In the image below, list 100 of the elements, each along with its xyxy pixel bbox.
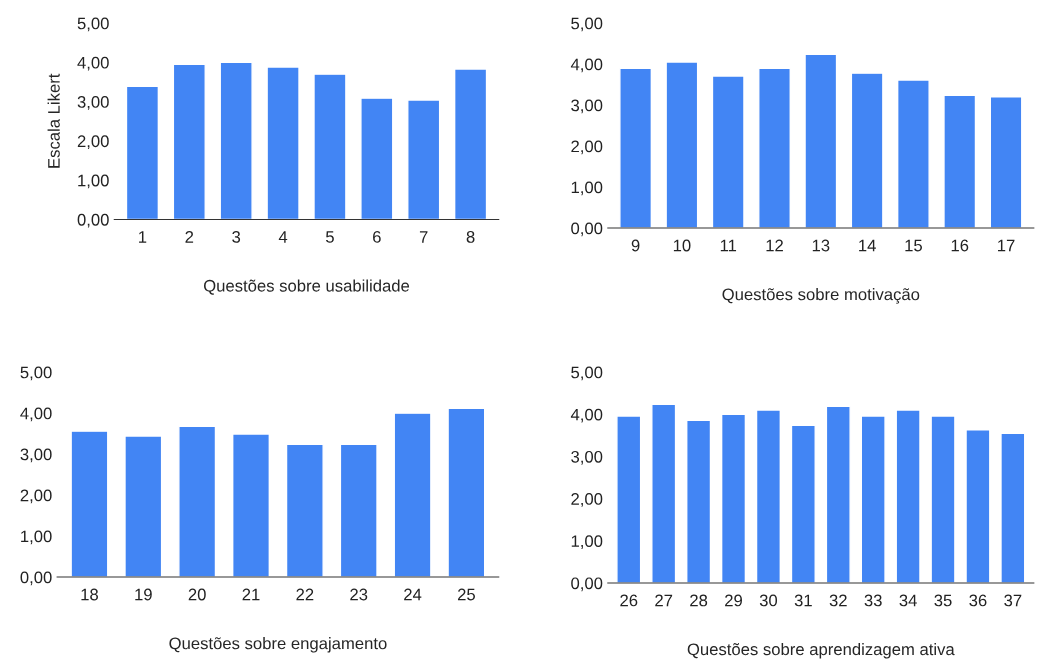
bar — [651, 403, 677, 583]
bar — [407, 99, 441, 220]
x-tick-label: 5 — [325, 231, 334, 243]
x-tick-label: 12 — [766, 239, 783, 252]
y-tick-label: 4,00 — [570, 408, 603, 423]
y-tick-label: 4,00 — [20, 407, 52, 422]
x-tick-label: 30 — [759, 594, 778, 607]
bar — [313, 73, 347, 220]
bar — [616, 415, 642, 583]
bar — [989, 96, 1023, 229]
bar — [1000, 432, 1026, 583]
bar — [339, 443, 378, 578]
y-tick-label: 3,00 — [20, 448, 52, 463]
x-tick-label: 20 — [188, 588, 206, 601]
bar — [758, 67, 791, 229]
y-tick-label: 0,00 — [20, 571, 52, 586]
bar — [125, 85, 160, 220]
x-tick-label: 1 — [139, 231, 147, 243]
y-tick-label: 0,00 — [77, 213, 109, 228]
y-tick-label: 5,00 — [571, 17, 603, 32]
x-tick-label: 2 — [185, 231, 194, 243]
x-tick-label: 10 — [673, 239, 691, 252]
y-tick-label: 2,00 — [571, 493, 603, 507]
x-tick-label: 37 — [1004, 594, 1022, 607]
bar — [790, 424, 816, 583]
bar — [453, 68, 488, 220]
bar — [665, 61, 699, 229]
y-tick-label: 3,00 — [571, 99, 603, 114]
y-tick-label: 1,00 — [78, 174, 109, 189]
x-tick-label: 19 — [135, 588, 152, 601]
x-tick-label: 9 — [631, 239, 640, 252]
x-tick-label: 29 — [725, 594, 742, 607]
bar — [266, 66, 300, 220]
bar — [711, 75, 745, 229]
y-axis-title: Escala Likert — [47, 73, 60, 168]
bar — [850, 72, 884, 229]
bar — [943, 94, 977, 229]
x-tick-label: 27 — [655, 594, 673, 607]
bar — [70, 430, 109, 578]
x-tick-label: 4 — [278, 231, 288, 243]
x-tick-label: 34 — [899, 594, 917, 607]
bar — [965, 429, 991, 583]
x-tick-label: 6 — [373, 231, 381, 243]
bar — [447, 407, 486, 578]
bar — [896, 79, 930, 229]
x-tick-label: 14 — [859, 239, 876, 252]
y-tick-label: 2,00 — [571, 140, 603, 155]
y-tick-label: 5,00 — [77, 17, 109, 32]
x-tick-label: 36 — [969, 594, 987, 607]
bar — [825, 405, 851, 583]
y-tick-label: 3,00 — [77, 96, 109, 110]
x-tick-label: 25 — [457, 588, 475, 601]
x-tick-label: 15 — [905, 239, 922, 252]
bar — [393, 412, 432, 578]
x-axis-title: Questões sobre motivação — [722, 288, 920, 304]
x-tick-label: 33 — [864, 594, 882, 607]
bar — [930, 415, 956, 583]
bar — [895, 409, 921, 583]
x-tick-label: 28 — [690, 594, 708, 607]
x-tick-label: 16 — [951, 239, 969, 252]
bar — [619, 67, 653, 229]
bar — [360, 97, 394, 220]
x-axis-title: Questões sobre aprendizagem ativa — [687, 642, 955, 659]
y-tick-label: 0,00 — [571, 577, 603, 592]
bar — [285, 443, 324, 578]
y-tick-label: 1,00 — [21, 530, 52, 545]
bar — [178, 425, 217, 578]
bar — [232, 433, 271, 578]
x-tick-label: 8 — [466, 231, 475, 243]
x-tick-label: 31 — [794, 594, 812, 607]
x-tick-label: 23 — [350, 588, 368, 601]
bar — [720, 413, 747, 583]
y-tick-label: 1,00 — [571, 535, 603, 549]
x-tick-label: 18 — [81, 588, 98, 601]
bar — [124, 435, 163, 578]
x-tick-label: 7 — [419, 231, 428, 243]
x-tick-label: 21 — [242, 588, 260, 601]
x-tick-label: 32 — [829, 594, 847, 607]
x-tick-label: 22 — [296, 588, 314, 601]
y-tick-label: 2,00 — [77, 135, 109, 150]
x-tick-label: 3 — [232, 231, 241, 243]
y-tick-label: 1,00 — [571, 181, 603, 196]
y-tick-label: 5,00 — [571, 366, 603, 381]
bar — [686, 419, 712, 583]
x-tick-label: 24 — [404, 588, 422, 601]
bar — [804, 53, 838, 229]
x-axis-title: Questões sobre engajamento — [169, 637, 387, 653]
x-tick-label: 17 — [998, 239, 1015, 252]
bar — [860, 415, 886, 583]
y-tick-label: 2,00 — [20, 489, 52, 504]
y-tick-label: 4,00 — [570, 58, 603, 73]
y-tick-label: 3,00 — [571, 450, 603, 465]
x-axis-title: Questões sobre usabilidade — [203, 279, 410, 295]
x-tick-label: 13 — [812, 239, 830, 252]
bar — [219, 61, 253, 220]
y-tick-label: 0,00 — [571, 222, 603, 237]
x-tick-label: 11 — [720, 239, 737, 252]
x-tick-label: 35 — [934, 594, 952, 607]
y-tick-label: 5,00 — [20, 366, 52, 381]
x-tick-label: 26 — [620, 594, 638, 607]
